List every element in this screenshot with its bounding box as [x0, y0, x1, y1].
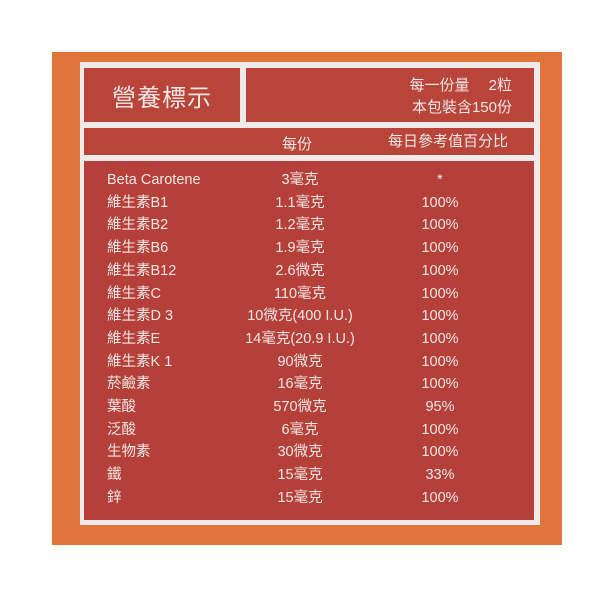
nutrient-amount: 6毫克 — [281, 421, 319, 438]
nutrient-amount: 1.2毫克 — [275, 217, 325, 234]
nutrient-name-cell: 菸鹼素 — [107, 373, 151, 395]
nutrient-daily-value: 100% — [421, 330, 459, 347]
nutrient-name-cell: 鋅 — [107, 487, 122, 509]
serving-size: 每一份量 2粒 — [409, 77, 512, 94]
table-row: 維生素B6 1.9毫克 100% — [84, 237, 534, 259]
servings-per-package: 本包裝含150份 — [411, 99, 512, 116]
nutrient-daily-value: 100% — [421, 444, 459, 461]
nutrient-daily-value: 100% — [421, 240, 459, 257]
table-row: 維生素D 3 10微克(400 I.U.) 100% — [84, 305, 534, 327]
nutrient-name-cell: 維生素B6 — [107, 237, 168, 259]
nutrient-name: 葉酸 — [107, 399, 136, 415]
nutrient-amount: 2.6微克 — [275, 262, 325, 279]
table-row: 維生素C 110毫克 100% — [84, 283, 534, 305]
nutrient-name: Beta Carotene — [107, 172, 201, 188]
nutrient-amount: 15毫克 — [277, 467, 323, 484]
nutrient-table: Beta Carotene 3毫克 * 維生素B1 1.1毫克 100% 維生素B2 1.2毫… — [84, 161, 534, 520]
table-row: 葉酸 570微克 95% — [84, 396, 534, 418]
column-per-serving: 每份 — [282, 136, 313, 153]
table-row: 維生素B1 1.1毫克 100% — [84, 192, 534, 214]
nutrient-name-cell: 維生素K 1 — [107, 351, 172, 373]
nutrient-daily-value: 95% — [425, 399, 455, 415]
nutrient-name: 維生素K 1 — [107, 353, 173, 370]
nutrient-daily-value: 100% — [421, 353, 459, 370]
nutrient-name: 維生素E — [107, 330, 161, 347]
nutrient-name: 鐵 — [107, 467, 122, 484]
serving-info: 每一份量 2粒 本包裝含150份 — [246, 68, 534, 122]
table-row: 維生素B12 2.6微克 100% — [84, 260, 534, 282]
nutrient-amount: 3毫克 — [281, 172, 319, 188]
table-row: 維生素E 14毫克(20.9 I.U.) 100% — [84, 328, 534, 350]
nutrient-name-cell: 維生素B2 — [107, 214, 168, 236]
table-row: 鋅 15毫克 100% — [84, 487, 534, 509]
nutrient-name-cell: 維生素E — [107, 328, 160, 350]
nutrient-amount: 90微克 — [277, 353, 323, 370]
nutrient-name-cell: 維生素B12 — [107, 260, 176, 282]
nutrient-amount: 110毫克 — [273, 285, 327, 302]
nutrient-daily-value: 33% — [425, 467, 455, 484]
nutrient-daily-value: * — [437, 172, 443, 188]
table-row: 維生素K 1 90微克 100% — [84, 351, 534, 373]
nutrient-name: 維生素B12 — [107, 262, 177, 279]
nutrient-name-cell: Beta Carotene — [107, 169, 201, 191]
nutrient-name-cell: 泛酸 — [107, 419, 136, 441]
nutrient-amount: 15毫克 — [277, 489, 323, 506]
table-row: 生物素 30微克 100% — [84, 441, 534, 463]
nutrient-daily-value: 100% — [421, 376, 459, 393]
nutrient-daily-value: 100% — [421, 194, 459, 211]
nutrient-amount: 1.9毫克 — [275, 240, 325, 257]
table-row: 泛酸 6毫克 100% — [84, 419, 534, 441]
nutrient-name-cell: 生物素 — [107, 441, 151, 463]
nutrient-daily-value: 100% — [421, 308, 459, 325]
nutrient-name: 維生素B1 — [107, 194, 169, 211]
nutrient-amount: 570微克 — [273, 399, 327, 415]
table-row: 鐵 15毫克 33% — [84, 464, 534, 486]
nutrient-name-cell: 維生素B1 — [107, 192, 168, 214]
nutrient-daily-value: 100% — [421, 285, 459, 302]
nutrient-daily-value: 100% — [421, 262, 459, 279]
nutrient-daily-value: 100% — [421, 421, 459, 438]
column-daily-value: 每日參考值百分比 — [387, 133, 508, 150]
nutrient-name: 生物素 — [107, 444, 151, 461]
nutrient-amount: 10微克(400 I.U.) — [247, 308, 353, 325]
nutrient-daily-value: 100% — [421, 217, 459, 234]
column-header-row: 每份 每日參考值百分比 — [84, 128, 534, 155]
nutrient-name-cell: 維生素C — [107, 283, 161, 305]
nutrient-name: 維生素B6 — [107, 240, 169, 257]
nutrient-name: 維生素B2 — [107, 217, 169, 234]
nutrient-name: 泛酸 — [107, 421, 136, 438]
nutrient-amount: 16毫克 — [277, 376, 323, 393]
nutrient-name: 維生素C — [107, 285, 161, 302]
nutrient-name: 維生素D 3 — [107, 308, 174, 325]
nutrient-name: 鋅 — [107, 489, 122, 506]
label-title: 營養標示 — [84, 68, 240, 122]
nutrient-name-cell: 葉酸 — [107, 396, 136, 418]
nutrient-name-cell: 鐵 — [107, 464, 122, 486]
nutrient-daily-value: 100% — [421, 489, 459, 506]
nutrient-amount: 1.1毫克 — [275, 194, 325, 211]
nutrient-amount: 14毫克(20.9 I.U.) — [245, 330, 355, 347]
table-row: Beta Carotene 3毫克 * — [84, 169, 534, 191]
table-row: 菸鹼素 16毫克 100% — [84, 373, 534, 395]
nutrient-name-cell: 維生素D 3 — [107, 305, 173, 327]
nutrient-name: 菸鹼素 — [107, 376, 151, 393]
nutrient-amount: 30微克 — [277, 444, 323, 461]
table-row: 維生素B2 1.2毫克 100% — [84, 214, 534, 236]
